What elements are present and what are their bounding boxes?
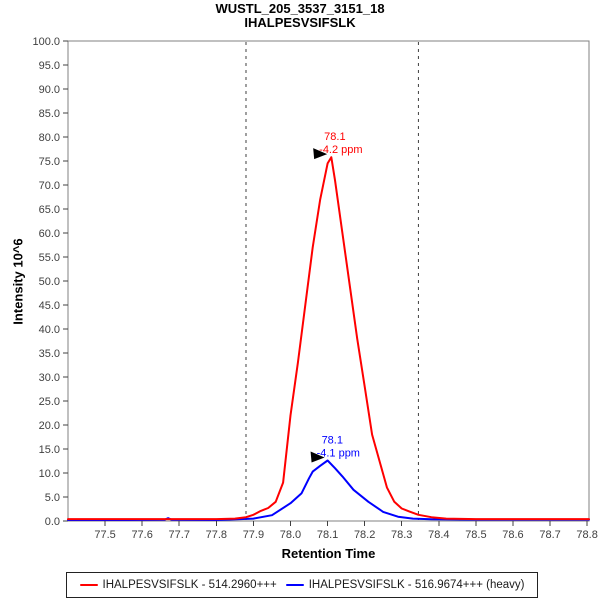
svg-text:25.0: 25.0	[39, 396, 60, 408]
svg-text:60.0: 60.0	[39, 228, 60, 240]
svg-text:65.0: 65.0	[39, 204, 60, 216]
legend-item-heavy: IHALPESVSIFSLK - 516.9674+++ (heavy)	[285, 579, 525, 591]
svg-text:80.0: 80.0	[39, 132, 60, 144]
svg-text:78.6: 78.6	[502, 529, 523, 541]
svg-text:78.4: 78.4	[428, 529, 449, 541]
svg-text:70.0: 70.0	[39, 180, 60, 192]
svg-text:15.0: 15.0	[39, 444, 60, 456]
svg-text:45.0: 45.0	[39, 300, 60, 312]
svg-text:95.0: 95.0	[39, 60, 60, 72]
svg-text:5.0: 5.0	[45, 492, 60, 504]
title-block: WUSTL_205_3537_3151_18 IHALPESVSIFSLK	[0, 2, 600, 30]
svg-text:78.2: 78.2	[354, 529, 375, 541]
legend-label-heavy: IHALPESVSIFSLK - 516.9674+++ (heavy)	[308, 579, 525, 591]
svg-text:75.0: 75.0	[39, 156, 60, 168]
peak-arrow-icon	[310, 451, 325, 463]
svg-text:78.7: 78.7	[539, 529, 560, 541]
svg-text:78.0: 78.0	[280, 529, 301, 541]
legend-label-light: IHALPESVSIFSLK - 514.2960+++	[102, 579, 277, 591]
svg-text:77.9: 77.9	[243, 529, 264, 541]
svg-text:78.1: 78.1	[324, 131, 345, 143]
svg-text:78.8: 78.8	[576, 529, 597, 541]
svg-text:78.5: 78.5	[465, 529, 486, 541]
svg-text:77.7: 77.7	[169, 529, 190, 541]
svg-text:77.5: 77.5	[94, 529, 115, 541]
svg-text:78.1: 78.1	[322, 435, 343, 447]
peak-annotation[interactable]: 78.1-4.1 ppm	[310, 435, 360, 463]
svg-text:78.3: 78.3	[391, 529, 412, 541]
svg-text:-4.1 ppm: -4.1 ppm	[317, 448, 360, 460]
svg-text:77.6: 77.6	[131, 529, 152, 541]
legend-blue-line-icon	[285, 584, 304, 586]
peak-arrow-icon	[313, 148, 328, 160]
svg-text:10.0: 10.0	[39, 468, 60, 480]
chromatogram-trace[interactable]	[67, 459, 590, 521]
svg-text:55.0: 55.0	[39, 252, 60, 264]
legend: IHALPESVSIFSLK - 514.2960+++ IHALPESVSIF…	[66, 572, 538, 598]
svg-text:78.1: 78.1	[317, 529, 338, 541]
svg-text:100.0: 100.0	[32, 36, 60, 48]
chromatogram-trace[interactable]	[67, 156, 590, 521]
legend-item-light: IHALPESVSIFSLK - 514.2960+++	[79, 579, 277, 591]
svg-text:77.8: 77.8	[206, 529, 227, 541]
x-axis-label: Retention Time	[281, 546, 376, 561]
svg-text:35.0: 35.0	[39, 348, 60, 360]
legend-red-line-icon	[79, 584, 98, 586]
svg-text:90.0: 90.0	[39, 84, 60, 96]
svg-text:30.0: 30.0	[39, 372, 60, 384]
svg-text:0.0: 0.0	[45, 516, 60, 528]
chart-subtitle: IHALPESVSIFSLK	[244, 15, 356, 30]
svg-text:40.0: 40.0	[39, 324, 60, 336]
svg-text:50.0: 50.0	[39, 276, 60, 288]
svg-text:85.0: 85.0	[39, 108, 60, 120]
svg-text:-4.2 ppm: -4.2 ppm	[319, 144, 362, 156]
peak-annotation[interactable]: 78.1-4.2 ppm	[313, 131, 363, 160]
chart-title: WUSTL_205_3537_3151_18	[215, 1, 385, 16]
svg-text:20.0: 20.0	[39, 420, 60, 432]
axes-ticks: 0.0 5.0 10.0 15.0 20.0 25.0 30.0 35.0 40.0 45.0 50…	[32, 36, 597, 541]
